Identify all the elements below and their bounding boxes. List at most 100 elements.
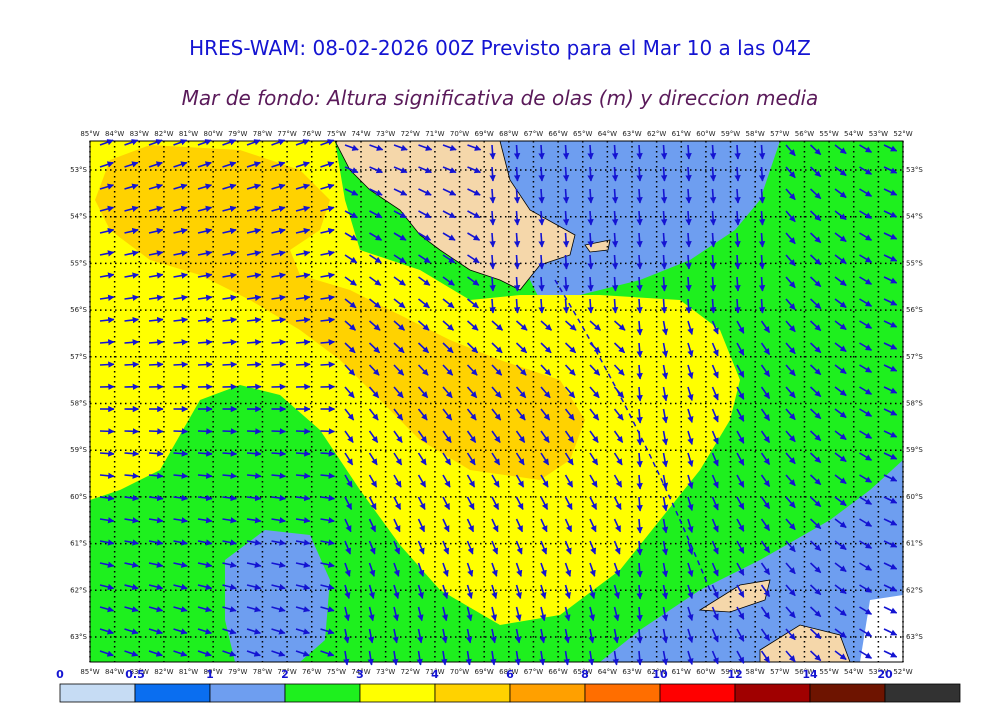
direction-arrow bbox=[222, 539, 237, 546]
direction-arrow bbox=[491, 408, 502, 421]
direction-arrow bbox=[393, 518, 401, 533]
direction-arrow bbox=[442, 364, 454, 376]
direction-arrow bbox=[222, 227, 237, 235]
direction-arrow bbox=[785, 452, 796, 465]
direction-arrow bbox=[859, 210, 873, 219]
direction-arrow bbox=[711, 562, 719, 577]
direction-arrow bbox=[320, 161, 335, 168]
direction-arrow bbox=[736, 452, 745, 466]
direction-arrow bbox=[834, 474, 847, 485]
direction-arrow bbox=[760, 584, 771, 598]
lon-label: 59°W bbox=[721, 130, 740, 138]
lon-label: 71°W bbox=[425, 130, 444, 138]
direction-arrow bbox=[222, 494, 238, 502]
direction-arrow bbox=[222, 472, 238, 479]
direction-arrow bbox=[785, 606, 796, 619]
direction-arrow bbox=[513, 298, 521, 314]
direction-arrow bbox=[540, 540, 548, 555]
direction-arrow bbox=[466, 562, 474, 577]
direction-arrow bbox=[197, 339, 213, 346]
direction-arrow bbox=[442, 254, 456, 264]
direction-arrow bbox=[246, 583, 262, 591]
direction-arrow bbox=[785, 650, 796, 663]
direction-arrow bbox=[393, 386, 404, 399]
direction-arrow bbox=[514, 650, 521, 666]
lon-label: 54°W bbox=[844, 130, 863, 138]
direction-arrow bbox=[834, 386, 847, 397]
direction-arrow bbox=[562, 254, 570, 270]
direction-arrow bbox=[661, 386, 669, 402]
direction-arrow bbox=[711, 540, 719, 555]
direction-arrow bbox=[660, 166, 668, 182]
direction-arrow bbox=[687, 628, 694, 644]
direction-arrow bbox=[222, 628, 237, 635]
direction-arrow bbox=[883, 364, 898, 372]
direction-arrow bbox=[148, 272, 164, 279]
direction-arrow bbox=[491, 320, 504, 331]
direction-arrow bbox=[611, 210, 619, 226]
direction-arrow bbox=[124, 250, 139, 257]
direction-arrow bbox=[320, 339, 336, 346]
direction-arrow bbox=[442, 166, 457, 174]
direction-arrow bbox=[295, 517, 311, 524]
direction-arrow bbox=[709, 232, 717, 248]
direction-arrow bbox=[466, 430, 477, 443]
direction-arrow bbox=[489, 144, 496, 160]
direction-arrow bbox=[636, 254, 643, 270]
direction-arrow bbox=[271, 361, 287, 368]
direction-arrow bbox=[442, 584, 449, 600]
direction-arrow bbox=[612, 650, 619, 666]
direction-arrow bbox=[540, 364, 552, 376]
direction-arrow bbox=[343, 606, 351, 622]
direction-arrow bbox=[491, 496, 500, 511]
direction-arrow bbox=[859, 232, 873, 241]
direction-arrow bbox=[491, 518, 499, 533]
direction-arrow bbox=[99, 650, 114, 657]
direction-arrow bbox=[442, 210, 456, 219]
direction-arrow bbox=[636, 452, 643, 468]
lon-label: 83°W bbox=[130, 668, 149, 676]
direction-arrow bbox=[687, 584, 694, 600]
direction-arrow bbox=[124, 450, 140, 457]
direction-arrow bbox=[197, 294, 213, 301]
direction-arrow bbox=[295, 205, 311, 212]
direction-arrow bbox=[442, 320, 455, 331]
direction-arrow bbox=[344, 408, 355, 421]
direction-arrow bbox=[369, 188, 383, 196]
direction-arrow bbox=[515, 430, 526, 443]
direction-arrow bbox=[711, 408, 719, 423]
direction-arrow bbox=[465, 650, 472, 666]
direction-arrow bbox=[173, 339, 189, 346]
direction-arrow bbox=[466, 386, 478, 399]
direction-arrow bbox=[393, 232, 407, 241]
direction-arrow bbox=[466, 496, 475, 511]
direction-arrow bbox=[636, 276, 643, 292]
direction-arrow bbox=[540, 474, 549, 488]
direction-arrow bbox=[562, 298, 570, 314]
direction-arrow bbox=[124, 561, 139, 568]
direction-arrow bbox=[295, 183, 311, 190]
direction-arrow bbox=[540, 342, 552, 354]
direction-arrow bbox=[809, 408, 822, 420]
direction-arrow bbox=[148, 561, 164, 568]
lon-label: 78°W bbox=[253, 668, 272, 676]
direction-arrow bbox=[148, 650, 163, 657]
lon-label: 52°W bbox=[893, 130, 912, 138]
direction-arrow bbox=[320, 539, 335, 546]
direction-arrow bbox=[393, 210, 407, 219]
lon-label: 56°W bbox=[795, 668, 814, 676]
direction-arrow bbox=[173, 161, 188, 168]
direction-arrow bbox=[785, 232, 796, 245]
lon-label: 53°W bbox=[869, 130, 888, 138]
direction-arrow bbox=[562, 166, 570, 182]
direction-arrow bbox=[344, 430, 354, 443]
direction-arrow bbox=[636, 408, 643, 424]
lon-label: 54°W bbox=[844, 668, 863, 676]
direction-arrow bbox=[809, 298, 822, 310]
direction-arrow bbox=[589, 408, 600, 421]
direction-arrow bbox=[736, 386, 745, 400]
direction-arrow bbox=[222, 205, 237, 212]
direction-arrow bbox=[295, 272, 311, 279]
direction-arrow bbox=[490, 650, 497, 666]
direction-arrow bbox=[99, 606, 115, 613]
